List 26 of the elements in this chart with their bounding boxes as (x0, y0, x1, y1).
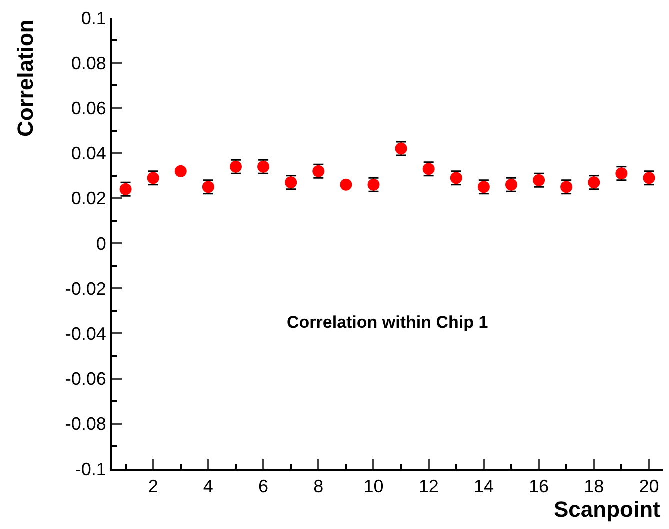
x-tick-label: 12 (418, 476, 439, 497)
y-tick-label: 0.04 (71, 144, 106, 164)
y-tick-label: -0.08 (65, 414, 106, 434)
y-tick-label: 0.06 (71, 98, 106, 118)
y-tick-label: -0.04 (65, 324, 106, 344)
y-axis-title: Correlation (13, 20, 38, 137)
x-tick-label: 20 (639, 476, 660, 497)
x-tick-label: 10 (364, 476, 384, 497)
x-tick-label: 16 (529, 476, 550, 497)
x-tick-label: 18 (584, 476, 604, 497)
x-tick-label: 4 (203, 476, 214, 497)
y-tick-label: 0.02 (71, 188, 106, 209)
x-tick-label: 14 (474, 476, 494, 497)
annotation: Correlation within Chip 1 (287, 313, 488, 332)
y-tick-label: -0.02 (65, 278, 106, 299)
x-tick-label: 2 (148, 476, 158, 497)
point (174, 165, 187, 178)
y-tick-label: 0.08 (71, 53, 106, 74)
y-tick-label: -0.06 (65, 369, 106, 390)
y-tick-label: -0.1 (75, 459, 106, 480)
x-tick-label: 6 (258, 476, 269, 497)
point (340, 178, 352, 191)
x-axis-title: Scanpoint (554, 497, 662, 522)
y-tick-label: 0.1 (81, 8, 106, 28)
y-tick-label: 0 (96, 234, 106, 254)
x-tick-label: 8 (314, 476, 324, 497)
